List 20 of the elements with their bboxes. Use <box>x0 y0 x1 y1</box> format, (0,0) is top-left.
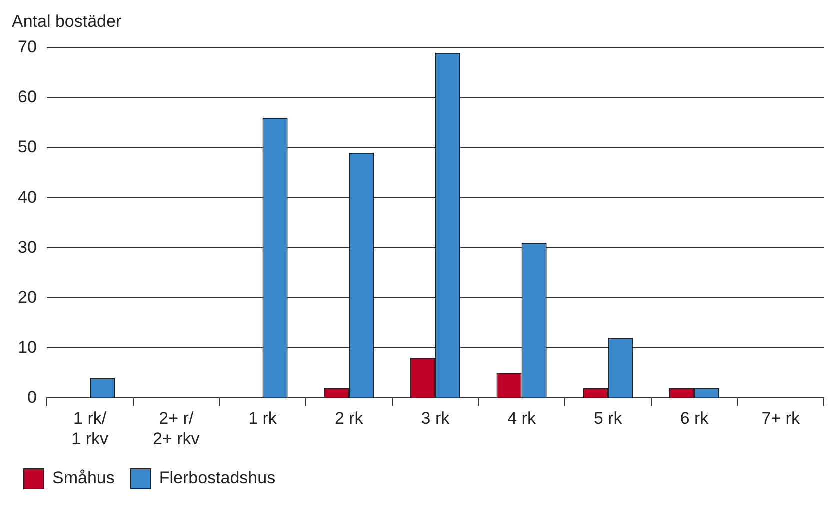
y-tick-label: 20 <box>18 288 37 307</box>
legend-label: Flerbostadshus <box>159 468 276 488</box>
x-tick-label: 3 rk <box>421 409 450 428</box>
x-tick-label: 1 rk/ 1 rkv <box>72 409 109 448</box>
y-tick-label: 0 <box>27 388 37 407</box>
x-tick-label: 5 rk <box>594 409 623 428</box>
y-tick-label: 70 <box>18 38 37 57</box>
y-tick-label: 30 <box>18 238 37 257</box>
y-tick-label: 60 <box>18 88 37 107</box>
x-tick-label: 1 rk <box>248 409 278 428</box>
x-tick-label: 6 rk <box>680 409 710 428</box>
y-tick-label: 40 <box>18 188 37 207</box>
x-tick-label: 2+ r/ 2+ rkv <box>153 409 200 448</box>
x-tick-label: 4 rk <box>508 409 536 428</box>
x-tick-label: 7+ rk <box>762 409 800 428</box>
y-tick-label: 10 <box>18 338 37 357</box>
legend-label: Småhus <box>52 468 115 488</box>
y-tick-label: 50 <box>18 138 37 157</box>
y-axis-title: Antal bostäder <box>12 12 122 32</box>
x-tick-label: 2 rk <box>334 409 364 428</box>
